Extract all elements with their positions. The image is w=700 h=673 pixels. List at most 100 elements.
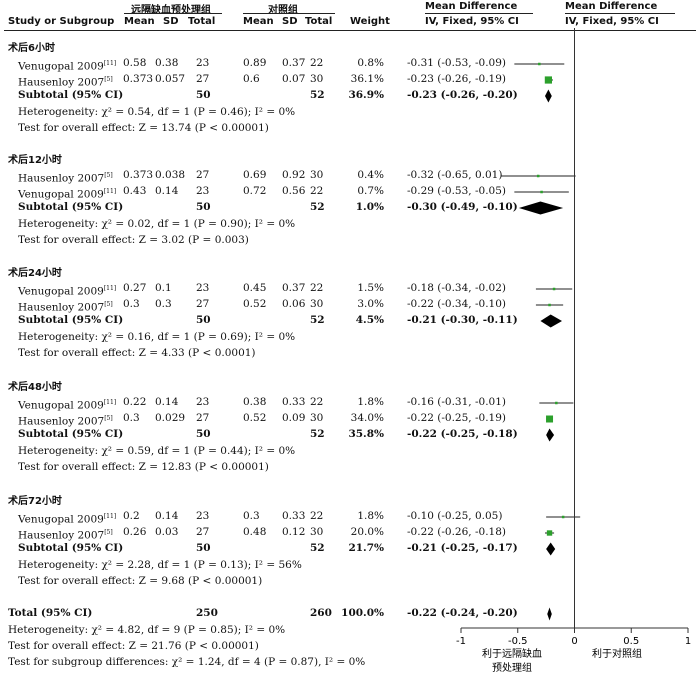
group2-subtotal-weight: 4.5% (355, 314, 384, 326)
group1-study0-weight: 0.4% (357, 169, 384, 181)
group0-study0-marker (538, 62, 541, 66)
group2-study0-total1: 23 (196, 282, 210, 294)
group1-study0-ref: [5] (104, 172, 113, 179)
group4-study1-total1: 27 (196, 526, 210, 538)
group0-subtotal-weight: 36.9% (348, 89, 384, 101)
group0-study0-ci-text: -0.31 (-0.53, -0.09) (407, 57, 506, 69)
group1-study0-study-name: Hausenloy 2007[5] (18, 172, 113, 185)
group3-study1-ci-text: -0.22 (-0.25, -0.19) (407, 412, 506, 424)
header-total1: Total (188, 16, 216, 27)
group3-subtotal-diamond (546, 428, 555, 442)
group4-study1-weight: 20.0% (350, 526, 384, 538)
subgroup-title-2: 术后24小时 (8, 268, 62, 279)
group0-study1-ref: [5] (104, 76, 113, 83)
group0-study1-sd1: 0.057 (155, 73, 186, 85)
header-sd2: SD (282, 16, 298, 27)
group1-study1-total2: 22 (310, 185, 324, 197)
total-weight: 100.0% (341, 607, 384, 619)
x-tick-label-3: 0.5 (623, 636, 639, 647)
group4-study0-total2: 22 (310, 510, 324, 522)
header-underline-group2 (243, 13, 335, 14)
group0-subtotal-total2: 52 (310, 89, 325, 101)
header-md2: Mean Difference (565, 1, 658, 12)
header-weight: Weight (350, 16, 390, 27)
group4-study0-study-name: Venugopal 2009[11] (18, 513, 117, 526)
group4-study1-ci-text: -0.22 (-0.26, -0.18) (407, 526, 506, 538)
group2-subtotal-diamond (540, 314, 563, 328)
group2-study1-mean2: 0.52 (243, 298, 267, 310)
group3-subtotal-ci-text: -0.22 (-0.25, -0.18) (407, 428, 518, 440)
footer-line-2: Test for subgroup differences: χ² = 1.24… (8, 656, 366, 668)
group0-study0-weight: 0.8% (357, 57, 384, 69)
group2-subtotal-ci-text: -0.21 (-0.30, -0.11) (407, 314, 518, 326)
header-underline-md1 (425, 13, 533, 14)
group3-study1-sd2: 0.09 (282, 412, 306, 424)
group2-study1-study-name: Hausenloy 2007[5] (18, 301, 113, 314)
header-study: Study or Subgroup (8, 16, 115, 27)
group4-subtotal-weight: 21.7% (348, 542, 384, 554)
group1-study0-sd2: 0.92 (282, 169, 306, 181)
group3-subtotal-total2: 52 (310, 428, 325, 440)
group1-study1-ci-text: -0.29 (-0.53, -0.05) (407, 185, 506, 197)
group3-study1-total2: 30 (310, 412, 324, 424)
group3-study0-ci-text: -0.16 (-0.31, -0.01) (407, 396, 506, 408)
header-sd1: SD (163, 16, 179, 27)
group0-study0-sd2: 0.37 (282, 57, 306, 69)
group1-study1-marker (540, 190, 543, 194)
favor-right-label: 利于对照组 (592, 647, 642, 660)
group0-study1-sd2: 0.07 (282, 73, 306, 85)
group3-subtotal-label: Subtotal (95% CI) (18, 428, 124, 440)
group2-study0-mean1: 0.27 (123, 282, 147, 294)
group1-study0-total1: 27 (196, 169, 210, 181)
subgroup-title-3: 术后48小时 (8, 382, 62, 393)
total-diamond (547, 607, 552, 621)
total-ci-text: -0.22 (-0.24, -0.20) (407, 607, 518, 619)
group3-study0-total1: 23 (196, 396, 210, 408)
group4-study1-study-name: Hausenloy 2007[5] (18, 529, 113, 542)
group2-study0-marker (552, 287, 556, 291)
group3-study0-marker (555, 401, 558, 405)
group4-study1-mean2: 0.48 (243, 526, 267, 538)
favor-left-label-0: 利于远隔缺血 (482, 647, 542, 660)
group1-study1-total1: 23 (196, 185, 210, 197)
group3-study1-mean2: 0.52 (243, 412, 267, 424)
group1-study1-sd1: 0.14 (155, 185, 179, 197)
group1-subtotal-label: Subtotal (95% CI) (18, 201, 124, 213)
group3-study0-ref: [11] (103, 399, 117, 406)
group3-subtotal-weight: 35.8% (348, 428, 384, 440)
group4-subtotal-label: Subtotal (95% CI) (18, 542, 124, 554)
header-underline-group1 (124, 13, 222, 14)
group4-study1-ref: [5] (104, 529, 113, 536)
group0-study1-ci-text: -0.23 (-0.26, -0.19) (407, 73, 506, 85)
group0-study1-total2: 30 (310, 73, 324, 85)
group3-study1-mean1: 0.3 (123, 412, 140, 424)
group1-subtotal-weight: 1.0% (355, 201, 384, 213)
group0-heterogeneity: Heterogeneity: χ² = 0.54, df = 1 (P = 0.… (18, 106, 296, 118)
group3-study1-weight: 34.0% (350, 412, 384, 424)
group2-study1-mean1: 0.3 (123, 298, 140, 310)
total-label: Total (95% CI) (8, 607, 93, 619)
group3-study1-marker (546, 415, 554, 423)
group3-study0-sd2: 0.33 (282, 396, 306, 408)
group3-overall-effect: Test for overall effect: Z = 12.83 (P < … (18, 461, 269, 473)
header-group2: 对照组 (268, 5, 298, 16)
group0-study0-mean2: 0.89 (243, 57, 267, 69)
group0-study1-weight: 36.1% (350, 73, 384, 85)
footer-line-0: Heterogeneity: χ² = 4.82, df = 9 (P = 0.… (8, 624, 286, 636)
group2-study1-ref: [5] (104, 301, 113, 308)
group0-study0-total1: 23 (196, 57, 210, 69)
header-group1: 远隔缺血预处理组 (131, 5, 211, 16)
group1-study1-mean1: 0.43 (123, 185, 147, 197)
group2-subtotal-label: Subtotal (95% CI) (18, 314, 124, 326)
group2-subtotal-total2: 52 (310, 314, 325, 326)
group4-subtotal-ci-text: -0.21 (-0.25, -0.17) (407, 542, 518, 554)
group1-study0-ci-text: -0.32 (-0.65, 0.01) (407, 169, 503, 181)
favor-left-label-1: 预处理组 (492, 661, 532, 673)
group3-study0-total2: 22 (310, 396, 324, 408)
group4-subtotal-total1: 50 (196, 542, 211, 554)
group4-study1-total2: 30 (310, 526, 324, 538)
group0-study0-study-name: Venugopal 2009[11] (18, 60, 117, 73)
group2-study1-total2: 30 (310, 298, 324, 310)
group2-subtotal-total1: 50 (196, 314, 211, 326)
